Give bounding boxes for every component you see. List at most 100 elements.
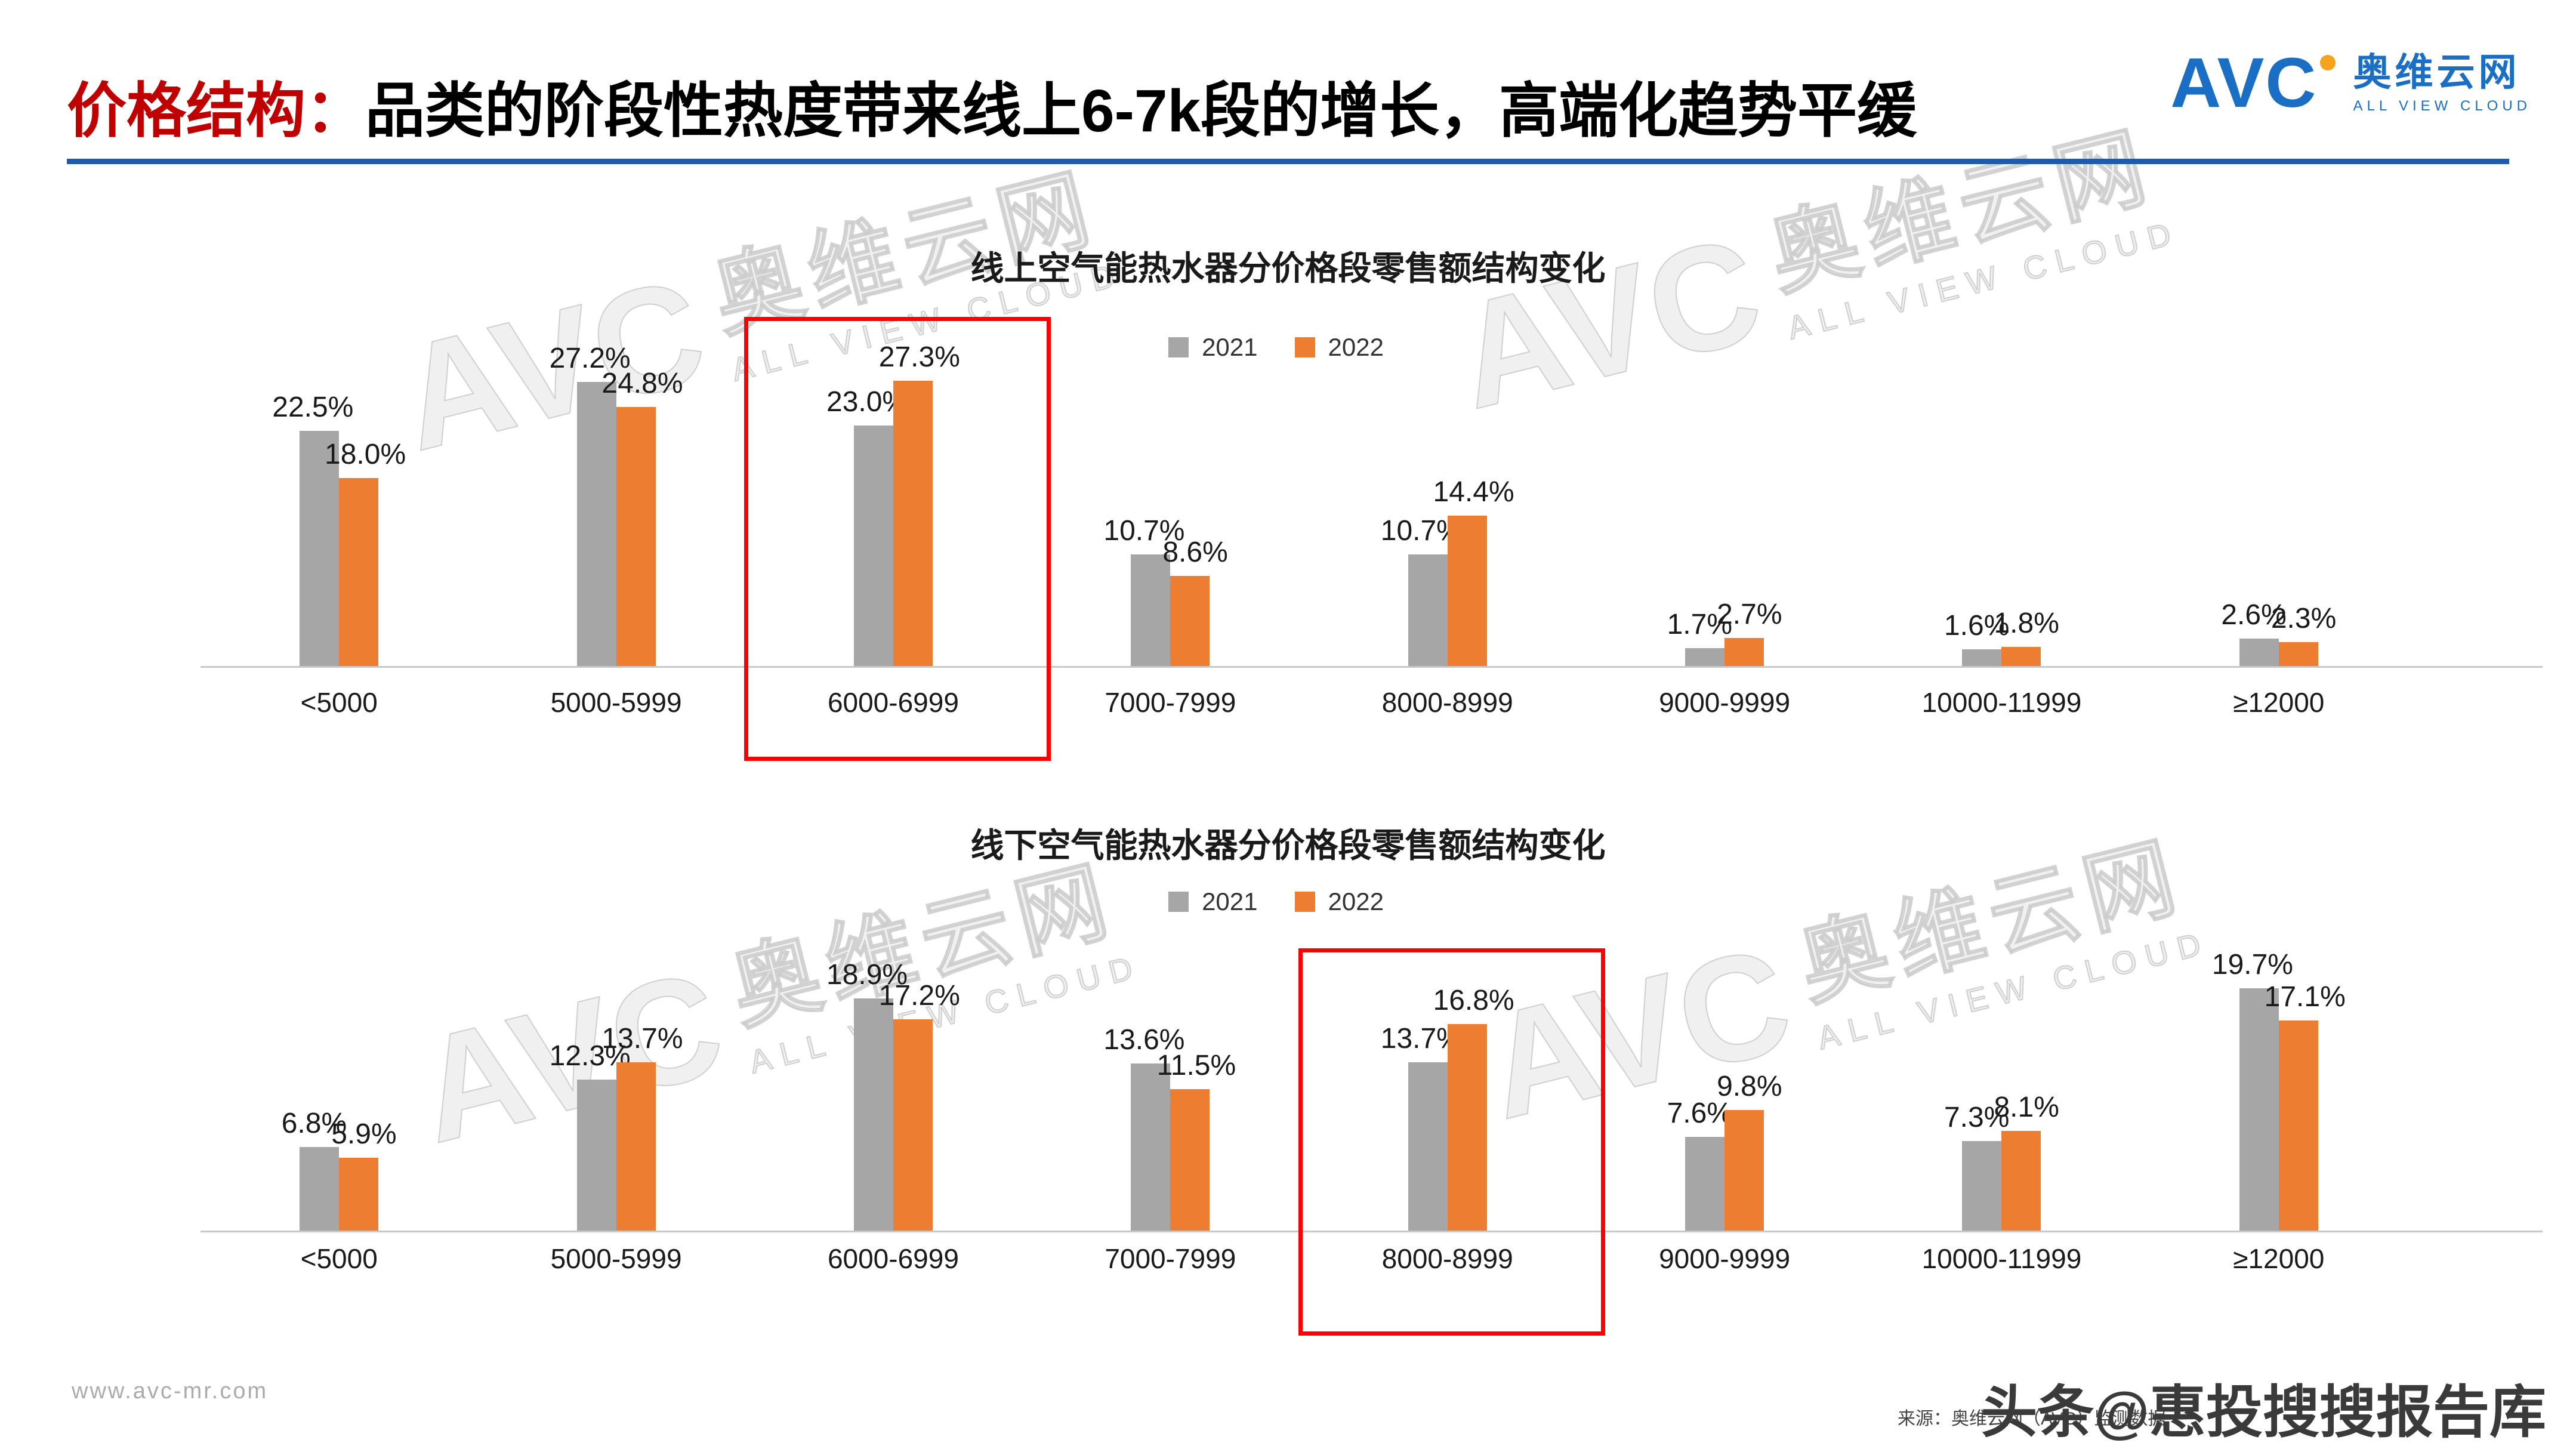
bar-value-label: 1.8% — [1994, 608, 2059, 639]
bar-2022-≥12000: 2.3% — [2271, 603, 2336, 666]
bar-group-8000-8999: 10.7% 14.4% — [1309, 374, 1586, 666]
category-label: ≥12000 — [2233, 1243, 2325, 1274]
bar-group-9000-9999: 7.6% 9.8% — [1586, 932, 1863, 1231]
category-label: 5000-5999 — [550, 1243, 682, 1274]
bar-value-label: 14.4% — [1433, 476, 1514, 508]
avc-logo-mark: AVC — [2170, 44, 2336, 122]
footer-url: www.avc-mr.com — [72, 1379, 269, 1404]
bar-2022-5000-5999: 13.7% — [601, 1023, 683, 1231]
avc-logo-cn: 奥维云网 — [2353, 50, 2521, 94]
bar-value-label: 17.1% — [2264, 981, 2346, 1013]
bar-2021-6000-6999: 23.0% — [826, 386, 908, 666]
legend-swatch-2021 — [1168, 337, 1189, 357]
category-label: 6000-6999 — [827, 1243, 959, 1274]
legend-swatch-2021 — [1168, 892, 1189, 912]
chart-online-plot: 22.5% 18.0% 27.2% 24.8% 23.0% 27.3% 10.7% 8.6% 1… — [200, 317, 2543, 761]
bar-group-<5000: 6.8% 5.9% — [200, 932, 477, 1231]
bar-group-≥12000: 19.7% 17.1% — [2140, 932, 2417, 1231]
avc-logo: AVC 奥维云网 ALL VIEW CLOUD — [2170, 48, 2531, 118]
bar-group-7000-7999: 10.7% 8.6% — [1032, 374, 1309, 666]
category-label: 7000-7999 — [1105, 1243, 1236, 1274]
legend-label-2022: 2022 — [1328, 333, 1384, 361]
bar-value-label: 18.0% — [325, 439, 406, 470]
bar-2022-9000-9999: 9.8% — [1717, 1071, 1782, 1231]
page-title-text: 品类的阶段性热度带来线上6-7k段的增长，高端化趋势平缓 — [365, 78, 1917, 144]
chart-online-legend: 2021 2022 — [0, 333, 2576, 362]
bar-value-label: 6.8% — [281, 1108, 347, 1139]
bar-value-label: 7.6% — [1667, 1097, 1733, 1129]
category-label: 6000-6999 — [827, 687, 959, 718]
bar-value-label: 13.7% — [601, 1023, 683, 1055]
legend-label-2021: 2021 — [1202, 333, 1258, 361]
footer-watermark: 头条@惠投搜搜报告库 — [1980, 1381, 2546, 1444]
bar-group-9000-9999: 1.7% 2.7% — [1586, 374, 1863, 666]
bar-2021-5000-5999: 27.2% — [550, 343, 631, 666]
footer-source: 来源：奥维云网（AVC）监测数据 — [1898, 1409, 2166, 1429]
bar-2021-<5000: 6.8% — [282, 1108, 347, 1231]
bar-value-label: 27.2% — [549, 343, 631, 374]
bar-value-label: 13.6% — [1103, 1024, 1185, 1056]
bar-group-8000-8999: 13.7% 16.8% — [1309, 932, 1586, 1231]
category-label: 10000-11999 — [1921, 1243, 2082, 1274]
bar-value-label: 2.3% — [2270, 603, 2337, 634]
bar-2022-9000-9999: 2.7% — [1717, 599, 1782, 666]
bar-groups: 6.8% 5.9% 12.3% 13.7% 18.9% 17.2% 13.6% 11.5% 13… — [200, 932, 2417, 1231]
bar-2022-10000-11999: 8.1% — [1994, 1092, 2059, 1231]
bar-2021-10000-11999: 1.6% — [1944, 610, 2009, 666]
bar-value-label: 5.9% — [331, 1118, 397, 1150]
bar-value-label: 27.3% — [878, 341, 960, 373]
bar-2022-6000-6999: 17.2% — [879, 980, 960, 1231]
bar-2022-5000-5999: 24.8% — [601, 368, 683, 666]
bar-2021-10000-11999: 7.3% — [1944, 1102, 2009, 1231]
bar-value-label: 9.8% — [1717, 1071, 1782, 1102]
bar-2021-7000-7999: 10.7% — [1103, 515, 1184, 666]
bar-2022-<5000: 18.0% — [325, 439, 406, 666]
bar-2021-5000-5999: 12.3% — [550, 1040, 631, 1231]
bar-2021-<5000: 22.5% — [272, 391, 353, 666]
bar-value-label: 24.8% — [601, 368, 683, 399]
legend-label-2022: 2022 — [1328, 887, 1384, 915]
bar-value-label: 22.5% — [272, 391, 354, 423]
bar-2021-8000-8999: 10.7% — [1381, 515, 1462, 666]
bar-value-label: 7.3% — [1943, 1102, 2010, 1133]
bar-value-label: 11.5% — [1156, 1050, 1236, 1081]
bar-2021-≥12000: 2.6% — [2221, 599, 2287, 666]
chart-offline-title: 线下空气能热水器分价格段零售额结构变化 — [970, 827, 1606, 864]
bar-group-6000-6999: 18.9% 17.2% — [755, 932, 1032, 1231]
category-label: 8000-8999 — [1381, 1243, 1513, 1274]
category-label: ≥12000 — [2233, 687, 2325, 718]
bar-value-label: 8.6% — [1162, 537, 1228, 568]
bar-group-≥12000: 2.6% 2.3% — [2140, 374, 2417, 666]
category-label: 10000-11999 — [1921, 687, 2082, 718]
bar-value-label: 1.6% — [1943, 610, 2010, 642]
page-title: 价格结构：品类的阶段性热度带来线上6-7k段的增长，高端化趋势平缓 — [67, 62, 1917, 149]
bar-2021-6000-6999: 18.9% — [826, 959, 908, 1231]
page-title-accent: 价格结构： — [67, 78, 365, 144]
bar-value-label: 19.7% — [2211, 949, 2293, 981]
legend-swatch-2022 — [1294, 337, 1315, 357]
category-label: 5000-5999 — [550, 687, 682, 718]
bar-group-10000-11999: 1.6% 1.8% — [1863, 374, 2140, 666]
category-label: <5000 — [300, 1243, 378, 1274]
bar-value-label: 16.8% — [1433, 985, 1514, 1016]
avc-logo-letters: AVC — [2170, 44, 2318, 122]
avc-logo-dot-icon — [2319, 55, 2336, 70]
bar-2022-8000-8999: 14.4% — [1433, 476, 1514, 666]
bar-2022-7000-7999: 11.5% — [1157, 1050, 1236, 1231]
bar-2022-<5000: 5.9% — [331, 1118, 397, 1231]
category-label: 9000-9999 — [1659, 687, 1791, 718]
bar-value-label: 17.2% — [878, 980, 960, 1012]
bar-group-7000-7999: 13.6% 11.5% — [1032, 932, 1309, 1231]
highlight-box-6000-6999 — [744, 317, 1051, 761]
bar-groups: 22.5% 18.0% 27.2% 24.8% 23.0% 27.3% 10.7% 8.6% 1… — [200, 341, 2417, 666]
bar-value-label: 10.7% — [1103, 515, 1185, 547]
bar-group-<5000: 22.5% 18.0% — [200, 374, 477, 666]
category-label: 8000-8999 — [1381, 687, 1513, 718]
category-label: <5000 — [300, 687, 378, 718]
bar-2022-≥12000: 17.1% — [2265, 981, 2346, 1231]
bar-group-10000-11999: 7.3% 8.1% — [1863, 932, 2140, 1231]
bar-group-5000-5999: 12.3% 13.7% — [477, 932, 754, 1231]
bar-value-label: 2.7% — [1717, 599, 1782, 630]
bar-value-label: 8.1% — [1994, 1092, 2059, 1123]
